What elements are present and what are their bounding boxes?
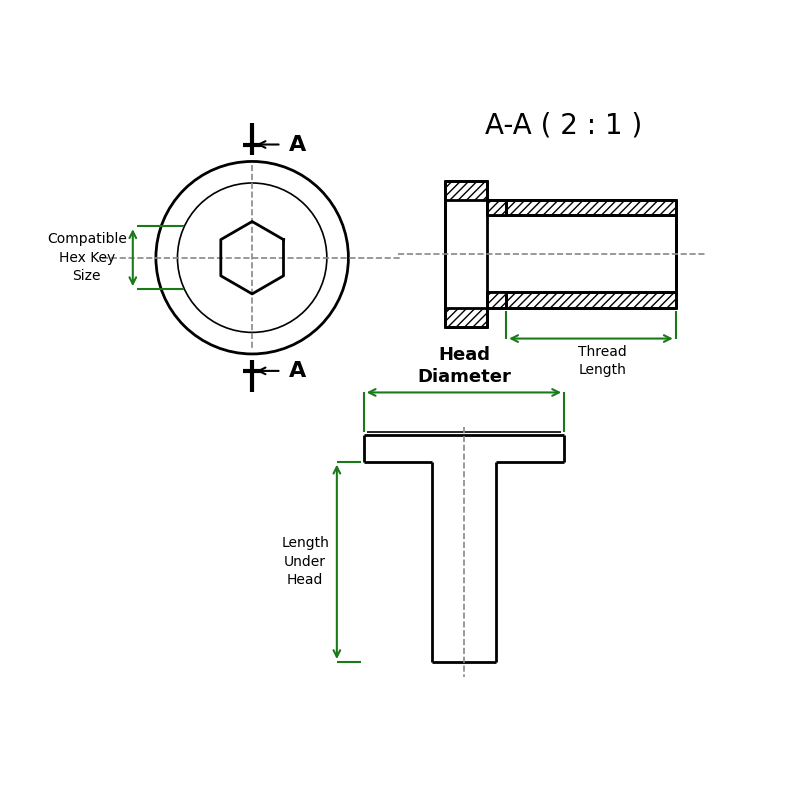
Text: A: A <box>289 134 306 154</box>
Bar <box>487 200 676 215</box>
Text: Thread
Length: Thread Length <box>578 345 627 377</box>
Text: A: A <box>289 361 306 381</box>
Bar <box>487 292 506 308</box>
Text: Compatible
Hex Key
Size: Compatible Hex Key Size <box>46 232 126 283</box>
Text: A-A ( 2 : 1 ): A-A ( 2 : 1 ) <box>486 111 642 139</box>
Bar <box>487 292 676 308</box>
Bar <box>445 308 487 327</box>
Bar <box>445 181 487 200</box>
Bar <box>487 200 506 215</box>
Text: Head
Diameter: Head Diameter <box>417 346 511 386</box>
Text: Length
Under
Head: Length Under Head <box>282 537 329 587</box>
